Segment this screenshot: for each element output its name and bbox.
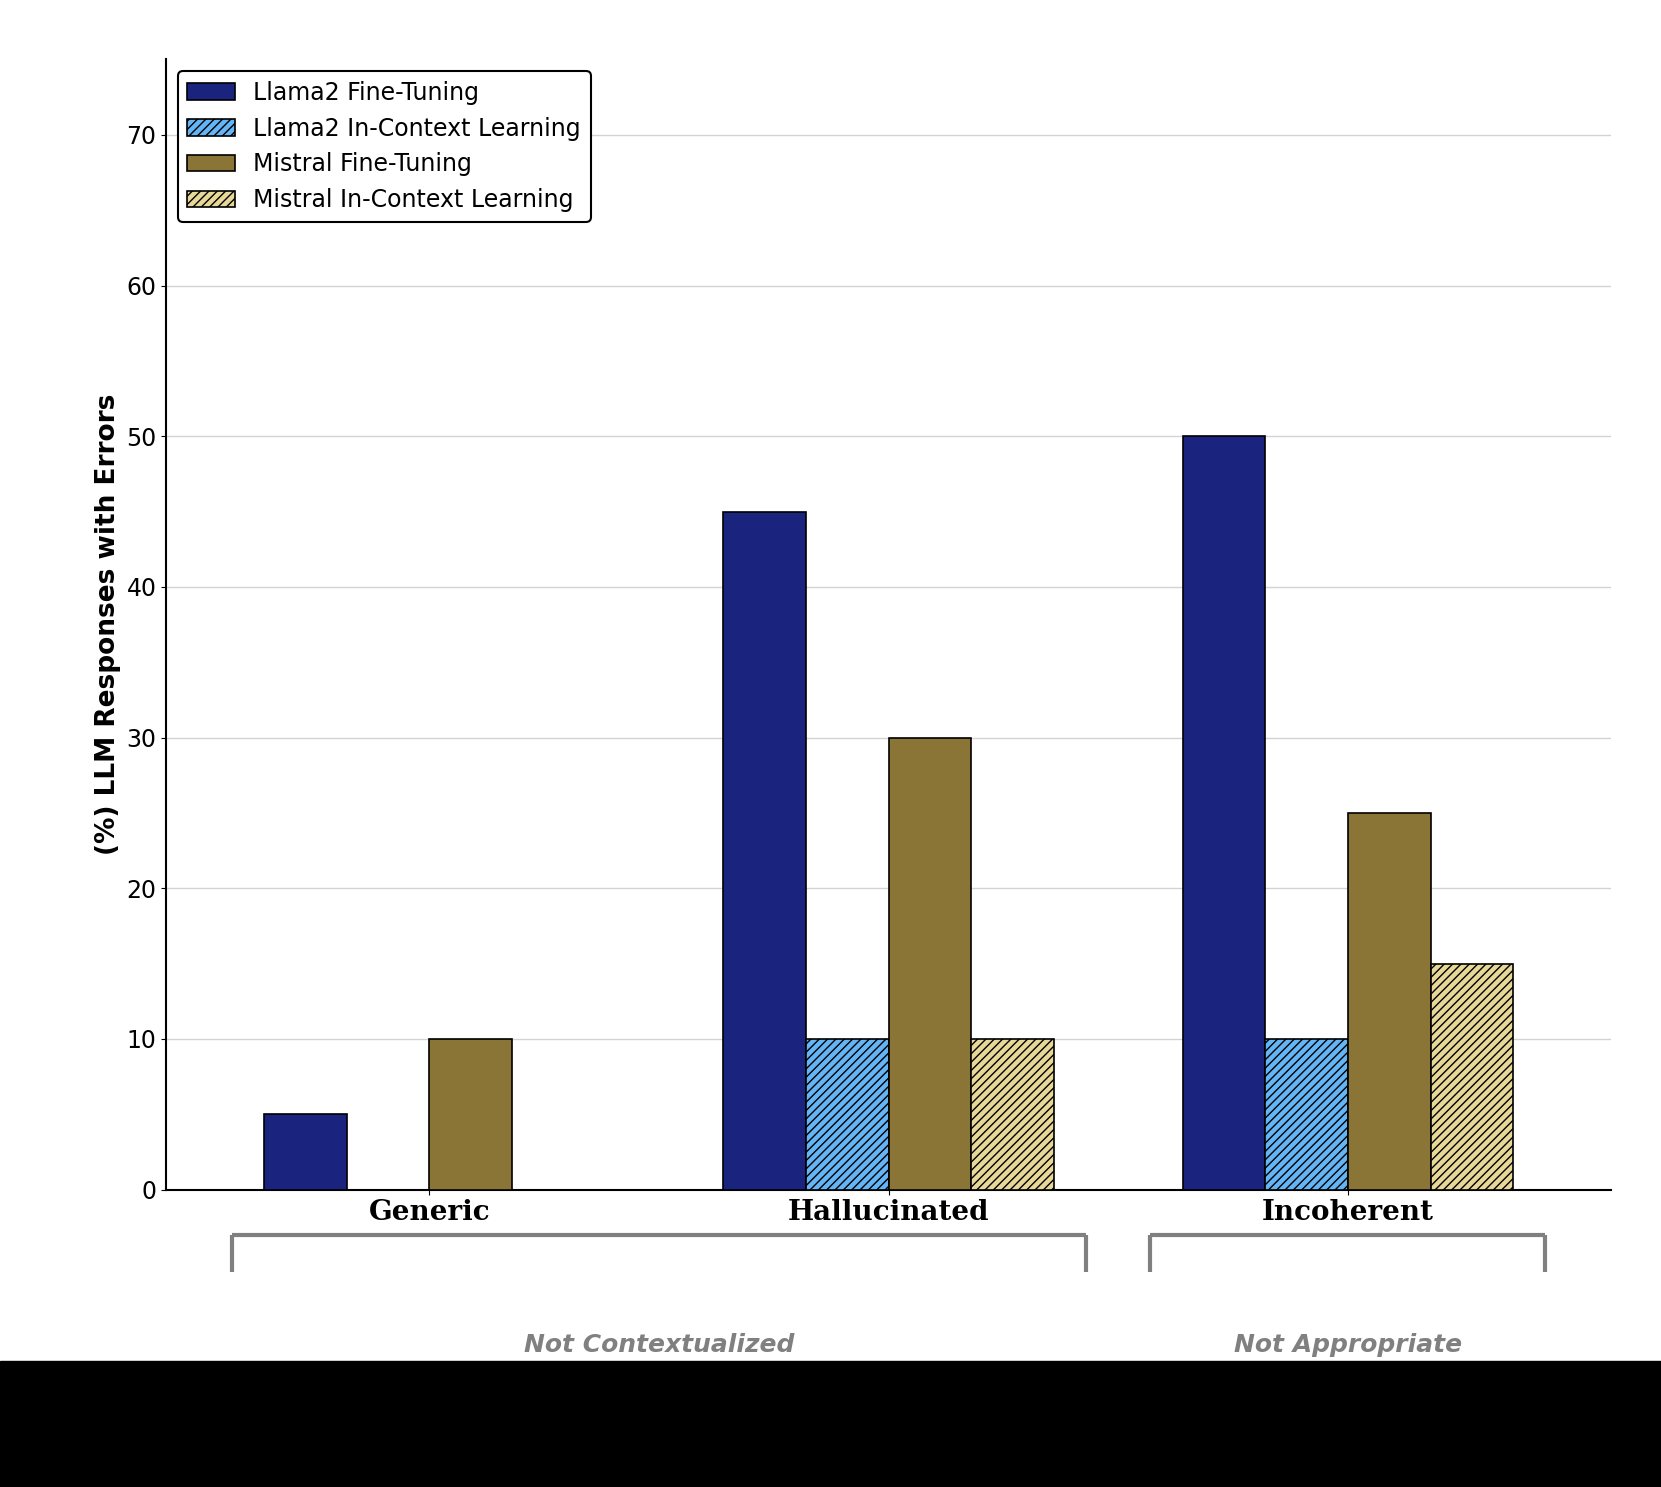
Bar	[972, 1039, 1055, 1190]
Bar	[264, 1114, 347, 1190]
Bar	[723, 512, 806, 1190]
Bar	[1349, 813, 1430, 1190]
Text: Not Contextualized: Not Contextualized	[523, 1332, 794, 1356]
Bar	[806, 1039, 889, 1190]
Text: Not Appropriate: Not Appropriate	[1234, 1332, 1462, 1356]
Bar	[1266, 1039, 1349, 1190]
Bar	[1183, 436, 1266, 1190]
Y-axis label: (%) LLM Responses with Errors: (%) LLM Responses with Errors	[95, 394, 121, 855]
Bar	[429, 1039, 512, 1190]
Bar	[889, 738, 972, 1190]
Legend: Llama2 Fine-Tuning, Llama2 In-Context Learning, Mistral Fine-Tuning, Mistral In-: Llama2 Fine-Tuning, Llama2 In-Context Le…	[178, 71, 591, 222]
Bar	[1430, 964, 1513, 1190]
